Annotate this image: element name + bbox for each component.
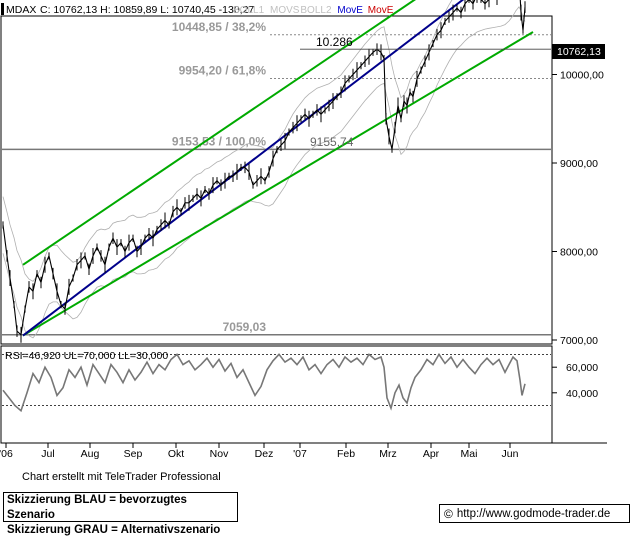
rsi-series	[2, 352, 551, 413]
chart-credit: Chart erstellt mit TeleTrader Profession…	[22, 471, 221, 483]
price-tick-label: 10000,00	[560, 70, 604, 82]
indicator-label: MOVS	[270, 5, 300, 16]
x-tick-label: Dez	[255, 448, 274, 460]
rsi-axis: 40,000 60,000	[552, 362, 598, 400]
trend-channel-line	[22, 0, 465, 337]
x-tick-label: Nov	[210, 448, 229, 460]
price-tick-label: 9000,00	[560, 158, 598, 170]
x-tick-label: Sep	[124, 448, 143, 460]
last-price-box	[552, 44, 605, 59]
header-symbol: MDAX	[6, 4, 36, 16]
rsi-tick-label: 60,000	[566, 362, 598, 374]
x-tick-label: Aug	[81, 448, 100, 460]
chart-annotations: 10.286 9155,74	[300, 35, 551, 149]
x-tick-label: '07	[293, 448, 307, 460]
x-axis: '06 Jul Aug Sep Okt Nov Dez '07 Feb Mrz Apr Mai Jun	[0, 443, 519, 460]
bollinger-upper-band	[2, 0, 453, 282]
header-symbol-marker	[1, 3, 4, 15]
source-link[interactable]: © http://www.godmode-trader.de	[439, 504, 630, 523]
fib-level-label: 7059,03	[223, 320, 267, 334]
rsi-line	[2, 352, 526, 413]
scenario-legend-line-1: Skizzierung BLAU = bevorzugtes Szenario	[7, 494, 187, 521]
fib-level-label: 10448,85 / 38,2%	[172, 20, 266, 34]
price-tick-label: 8000,00	[560, 247, 598, 259]
indicator-legend: BOLL1 MOVS BOLL2 MovE MovE	[233, 5, 394, 16]
trend-channel-line	[22, 31, 534, 337]
indicator-label: MovE	[337, 5, 363, 16]
copyright-icon: ©	[444, 506, 453, 521]
header-quote: C: 10762,13 H: 10859,89 L: 10740,45 -130…	[40, 4, 254, 16]
x-tick-label: Apr	[423, 448, 440, 460]
indicator-label: MovE	[368, 5, 394, 16]
x-tick-label: Feb	[337, 448, 355, 460]
x-tick-label: Mai	[461, 448, 478, 460]
high-annotation: 10.286	[316, 35, 353, 49]
rsi-tick-label: 40,000	[566, 388, 598, 400]
price-tick-label: 7000,00	[560, 335, 598, 347]
rsi-header: RSI=46,920 UL=70,000 LL=30,000	[5, 350, 168, 362]
price-panel	[0, 15, 553, 345]
trend-channel-line	[22, 0, 417, 266]
indicator-label: BOLL2	[300, 5, 332, 16]
fib-level-label: 9954,20 / 61,8%	[179, 64, 267, 78]
scenario-legend-line-2: Skizzierung GRAU = Alternativszenario	[7, 524, 221, 536]
low-annotation: 9155,74	[310, 135, 354, 149]
fib-level-label: 9153,53 / 100,0%	[172, 134, 266, 148]
x-tick-label: Mrz	[379, 448, 397, 460]
x-tick-label: Jul	[41, 448, 54, 460]
price-series	[2, 0, 526, 343]
x-tick-label: '06	[0, 448, 13, 460]
scenario-legend: Skizzierung BLAU = bevorzugtes Szenario …	[3, 492, 238, 536]
x-tick-label: Okt	[168, 448, 184, 460]
last-price-label: 10762,13	[557, 46, 601, 58]
source-url: http://www.godmode-trader.de	[456, 507, 611, 520]
trend-channels	[22, 0, 534, 337]
indicator-label: BOLL1	[233, 5, 265, 16]
x-tick-label: Jun	[502, 448, 519, 460]
